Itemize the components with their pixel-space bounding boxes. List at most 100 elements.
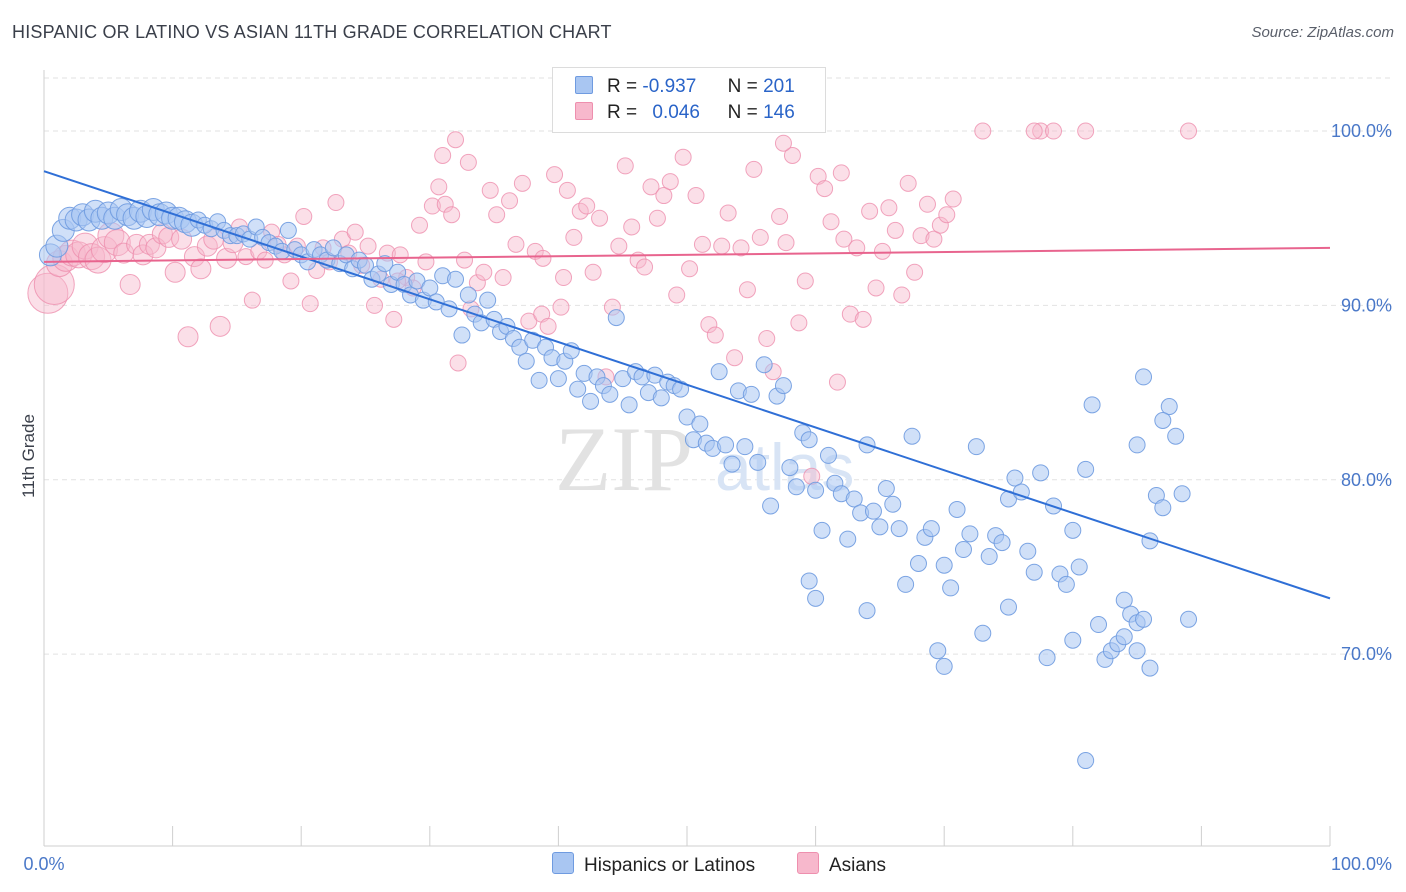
- hispanics-point: [717, 436, 735, 454]
- hispanics-point: [781, 459, 799, 477]
- asians-point: [668, 286, 686, 304]
- hispanics-point: [787, 478, 805, 496]
- legend-swatch-asians: [797, 852, 819, 874]
- asians-point: [417, 253, 435, 271]
- legend-item-hispanics[interactable]: Hispanics or Latinos: [552, 852, 755, 877]
- hispanics-point: [1064, 521, 1082, 539]
- watermark-zip: ZIP: [555, 408, 693, 510]
- asians-point: [591, 209, 609, 227]
- asians-point: [84, 246, 112, 274]
- hispanics-point: [967, 438, 985, 456]
- asians-point: [848, 239, 866, 257]
- y-tick-label: 90.0%: [1341, 295, 1392, 315]
- asians-point: [832, 164, 850, 182]
- hispanics-point: [1019, 542, 1037, 560]
- hispanics-point: [447, 270, 465, 288]
- asians-point: [912, 227, 930, 245]
- hispanics-point: [755, 356, 773, 374]
- asians-point: [113, 242, 135, 264]
- asians-point: [243, 291, 261, 309]
- asians-point: [456, 251, 474, 269]
- asians-trend-line: [43, 246, 1331, 263]
- asians-point: [481, 181, 499, 199]
- asians-point: [648, 209, 666, 227]
- asians-point: [494, 269, 512, 287]
- asians-point: [918, 195, 936, 213]
- legend-swatch-pink: [575, 102, 593, 120]
- hispanics-point: [324, 239, 342, 257]
- asians-point: [546, 166, 564, 184]
- hispanics-point: [742, 385, 760, 403]
- asians-point: [449, 354, 467, 372]
- hispanics-point: [749, 453, 767, 471]
- axes: [43, 70, 1331, 847]
- legend-item-asians[interactable]: Asians: [797, 852, 886, 877]
- hispanics-trend-line: [43, 170, 1331, 600]
- asians-point: [411, 216, 429, 234]
- hispanics-points: [38, 198, 1198, 770]
- asians-point: [539, 317, 557, 335]
- hispanics-point: [819, 446, 837, 464]
- asians-point: [655, 187, 673, 205]
- hispanics-point: [1032, 464, 1050, 482]
- asians-point: [423, 197, 441, 215]
- y-tick-label: 80.0%: [1341, 470, 1392, 490]
- hispanics-point: [839, 530, 857, 548]
- hispanics-point: [511, 338, 529, 356]
- hispanics-point: [582, 392, 600, 410]
- asians-point: [1180, 122, 1198, 140]
- asians-point: [359, 237, 377, 255]
- asians-point: [758, 330, 776, 348]
- hispanics-point: [421, 279, 439, 297]
- asians-point: [803, 467, 821, 485]
- hispanics-point: [408, 272, 426, 290]
- asians-point: [555, 269, 573, 287]
- asians-point: [974, 122, 992, 140]
- asians-point: [681, 260, 699, 278]
- asians-point: [706, 326, 724, 344]
- hispanics-point: [736, 438, 754, 456]
- hispanics-point: [672, 380, 690, 398]
- asians-point: [164, 261, 186, 283]
- hispanics-point: [601, 385, 619, 403]
- asians-point: [391, 246, 409, 264]
- asians-point: [610, 237, 628, 255]
- hispanics-point: [1135, 368, 1153, 386]
- hispanics-point: [453, 326, 471, 344]
- hispanics-point: [807, 589, 825, 607]
- asians-point: [751, 228, 769, 246]
- hispanics-point: [1057, 575, 1075, 593]
- x-tick-label-max: 100.0%: [1331, 854, 1392, 874]
- asians-point: [893, 286, 911, 304]
- asians-point: [295, 207, 313, 225]
- asians-point: [623, 218, 641, 236]
- asians-point: [925, 230, 943, 248]
- asians-point: [873, 242, 891, 260]
- hispanics-point: [376, 255, 394, 273]
- hispanics-point: [1025, 563, 1043, 581]
- hispanics-point: [620, 396, 638, 414]
- hispanics-point: [1115, 591, 1133, 609]
- asians-point: [774, 134, 792, 152]
- asians-point: [447, 131, 465, 149]
- hispanics-point: [774, 377, 792, 395]
- hispanics-point: [1090, 616, 1108, 634]
- asians-point: [501, 192, 519, 210]
- hispanics-point: [845, 490, 863, 508]
- hispanics-point: [1135, 610, 1153, 628]
- asians-point: [790, 314, 808, 332]
- legend-row-asians: R = 0.046 N = 146: [575, 102, 795, 128]
- hispanics-point: [279, 221, 297, 239]
- asians-point: [906, 263, 924, 281]
- hispanics-point: [1173, 485, 1191, 503]
- hispanics-point: [942, 579, 960, 597]
- hispanics-point: [723, 455, 741, 473]
- asians-point: [822, 213, 840, 231]
- hispanics-point: [954, 541, 972, 559]
- hispanics-point: [1077, 460, 1095, 478]
- hispanics-point: [1141, 659, 1159, 677]
- asians-point: [642, 178, 660, 196]
- hispanics-point: [1012, 483, 1030, 501]
- asians-point: [828, 373, 846, 391]
